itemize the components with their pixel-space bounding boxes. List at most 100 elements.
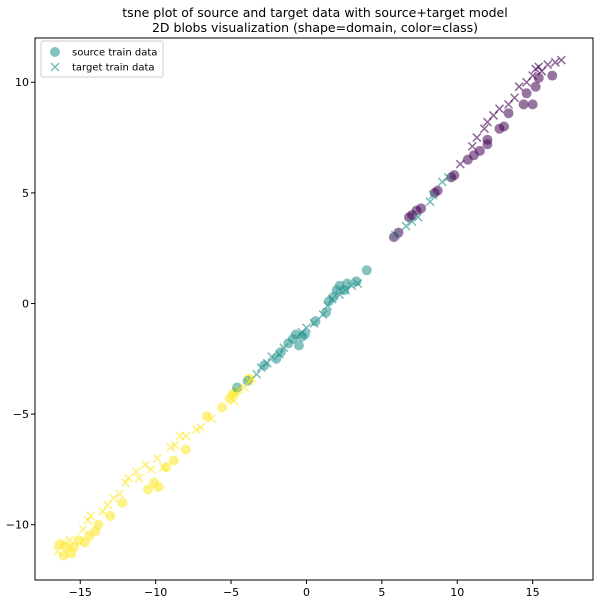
target-point-71: [556, 55, 566, 65]
target-point-55: [467, 141, 477, 151]
target-point-24: [206, 413, 216, 424]
target-point-4: [83, 515, 93, 525]
legend: source train data target train data: [40, 40, 164, 78]
source-point-0: [54, 539, 65, 550]
source-point-65: [527, 99, 538, 110]
y-tick-label: 0: [22, 297, 29, 310]
y-tick-label: 10: [15, 76, 29, 89]
target-point-15: [146, 464, 156, 474]
source-point-42: [342, 278, 353, 289]
legend-target-marker: [50, 62, 60, 72]
source-point-59: [482, 134, 493, 145]
target-point-33: [267, 352, 277, 362]
target-point-16: [152, 453, 162, 463]
target-point-43: [341, 285, 351, 295]
source-point-64: [521, 88, 532, 99]
source-point-15: [161, 462, 172, 473]
x-tick-label: 10: [450, 586, 464, 599]
x-tick-label: 15: [526, 586, 540, 599]
target-point-35: [279, 343, 289, 353]
source-point-54: [449, 170, 460, 181]
source-point-9: [93, 519, 104, 530]
target-point-30: [252, 369, 262, 379]
source-point-57: [474, 145, 485, 156]
target-point-54: [455, 159, 465, 169]
target-point-19: [170, 440, 180, 450]
legend-frame: [40, 40, 164, 78]
target-point-70: [550, 57, 560, 67]
target-point-37: [301, 323, 311, 333]
source-point-61: [499, 121, 510, 132]
target-point-6: [98, 506, 108, 516]
target-point-21: [181, 431, 191, 441]
source-point-19: [217, 402, 228, 413]
legend-source-marker: [50, 47, 60, 57]
target-point-63: [514, 82, 524, 92]
source-point-11: [117, 497, 128, 508]
chart-subtitle: 2D blobs visualization (shape=domain, co…: [152, 20, 478, 35]
target-point-13: [134, 473, 144, 483]
target-point-49: [413, 212, 423, 222]
x-tick-label: −15: [69, 586, 92, 599]
y-tick-label: 5: [22, 187, 29, 200]
source-point-44: [361, 265, 372, 276]
source-point-12: [143, 484, 154, 495]
target-point-69: [543, 60, 553, 70]
source-point-34: [293, 340, 304, 351]
target-point-3: [78, 524, 88, 534]
legend-source-label: source train data: [72, 48, 157, 59]
legend-target-label: target train data: [72, 63, 155, 74]
source-point-68: [547, 70, 558, 81]
target-point-62: [510, 93, 520, 103]
chart-title: tsne plot of source and target data with…: [122, 5, 507, 20]
source-point-1: [58, 550, 69, 561]
legend-target-x: [50, 62, 60, 72]
x-tick-label: 0: [303, 586, 310, 599]
source-point-16: [168, 455, 179, 466]
target-point-2: [65, 535, 75, 545]
target-point-31: [256, 363, 266, 373]
target-point-53: [443, 172, 453, 182]
target-point-27: [240, 383, 250, 393]
target-point-22: [191, 425, 201, 435]
y-tick-label: −5: [13, 408, 29, 421]
source-point-67: [533, 72, 544, 83]
target-point-14: [140, 460, 150, 470]
source-point-66: [530, 81, 541, 92]
target-point-26: [234, 385, 244, 395]
target-point-18: [166, 442, 176, 452]
plot-frame: [34, 37, 594, 581]
target-point-40: [323, 301, 333, 311]
x-tick-label: −5: [223, 586, 239, 599]
target-point-48: [407, 217, 417, 227]
target-point-57: [479, 124, 489, 134]
target-point-42: [335, 290, 345, 300]
target-point-11: [123, 473, 134, 483]
source-point-25: [242, 375, 253, 386]
x-tick-label: −10: [144, 586, 167, 599]
target-point-51: [428, 190, 438, 200]
target-point-52: [437, 177, 447, 187]
y-tick-label: −10: [6, 519, 29, 532]
target-point-60: [494, 104, 505, 114]
target-point-5: [86, 511, 96, 521]
target-point-39: [318, 310, 328, 320]
source-point-63: [518, 99, 529, 110]
source-point-17: [180, 444, 191, 455]
target-point-46: [390, 230, 400, 240]
target-point-0: [53, 546, 63, 556]
target-point-38: [309, 318, 319, 328]
axes-layer: −15 −10 −5 0 5 10 15 −10 −5 0 5 10: [6, 37, 594, 599]
target-point-41: [327, 294, 337, 304]
target-point-1: [59, 537, 69, 547]
target-point-45: [353, 279, 363, 289]
target-point-47: [401, 221, 411, 231]
data-points-layer: [53, 55, 566, 561]
target-point-8: [108, 493, 118, 503]
source-point-50: [416, 203, 427, 214]
target-point-34: [274, 349, 284, 359]
x-tick-label: 5: [378, 586, 385, 599]
target-point-67: [534, 62, 544, 72]
target-point-17: [158, 462, 168, 472]
